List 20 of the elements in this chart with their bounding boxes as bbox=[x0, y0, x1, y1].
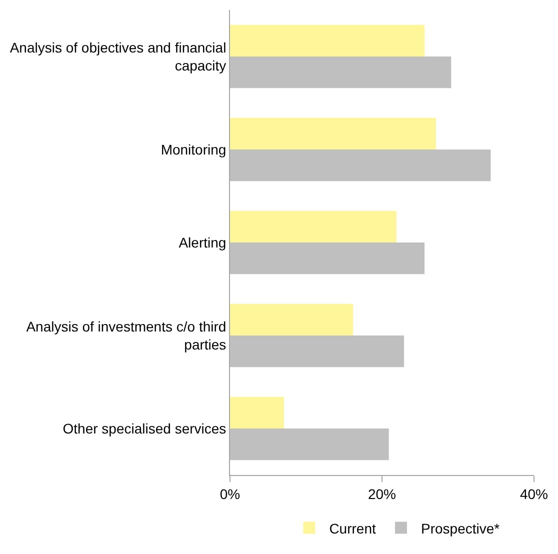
legend-label: Current bbox=[329, 520, 376, 536]
x-tick-label: 20% bbox=[368, 486, 396, 502]
bar bbox=[230, 56, 452, 88]
bar bbox=[230, 304, 354, 336]
bar bbox=[230, 428, 389, 460]
x-tick-label: 0% bbox=[220, 486, 240, 502]
bar bbox=[230, 150, 491, 182]
x-tick-label: 40% bbox=[520, 486, 548, 502]
y-tick-label: Analysis of investments c/o third parties bbox=[26, 318, 226, 352]
bar bbox=[230, 336, 404, 368]
y-tick-label: Alerting bbox=[178, 234, 226, 250]
bar bbox=[230, 210, 396, 242]
y-tick-label: Monitoring bbox=[160, 141, 226, 158]
y-tick-label: Other specialised services bbox=[62, 420, 226, 436]
bar bbox=[230, 396, 284, 428]
bar bbox=[230, 242, 425, 274]
bar bbox=[230, 24, 425, 56]
y-tick-label: Analysis of objectives and financial capacity bbox=[10, 39, 226, 74]
bar bbox=[230, 118, 436, 150]
legend-label: Prospective* bbox=[420, 520, 500, 536]
